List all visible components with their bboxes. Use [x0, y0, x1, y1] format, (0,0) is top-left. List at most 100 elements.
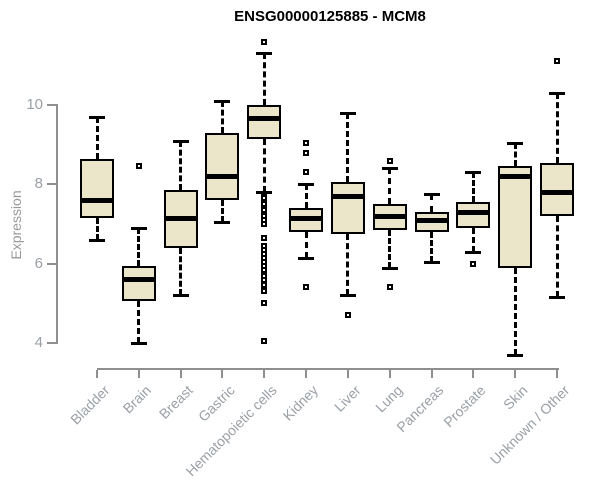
x-axis-tick: [346, 370, 349, 378]
whisker-upper: [555, 93, 559, 163]
median-line: [121, 277, 156, 283]
x-tick-label: Prostate: [440, 382, 489, 431]
whisker-cap-lower: [507, 353, 524, 357]
whisker-cap-upper: [214, 100, 231, 104]
median-line: [205, 173, 240, 179]
outlier-point: [303, 284, 310, 291]
iqr-box: [540, 162, 574, 217]
whisker-upper: [95, 116, 99, 159]
whisker-lower: [262, 138, 266, 193]
whisker-cap-upper: [130, 226, 147, 230]
y-axis-tick: [47, 183, 57, 186]
y-tick-label: 6: [34, 254, 43, 272]
iqr-box: [205, 132, 240, 201]
median-line: [498, 173, 533, 179]
x-axis-tick: [179, 370, 182, 378]
whisker-lower: [471, 227, 475, 252]
y-axis-tick: [47, 342, 57, 344]
whisker-cap-upper: [172, 139, 189, 143]
outlier-point: [261, 38, 268, 45]
whisker-lower: [388, 229, 392, 268]
median-line: [414, 217, 449, 223]
x-axis-tick: [137, 370, 140, 378]
whisker-lower: [137, 301, 141, 343]
whisker-cap-lower: [549, 296, 565, 300]
whisker-cap-upper: [298, 183, 315, 187]
whisker-upper: [388, 168, 392, 205]
whisker-cap-upper: [507, 141, 524, 145]
median-line: [247, 116, 282, 122]
outlier-point: [303, 169, 310, 176]
iqr-box: [498, 166, 533, 268]
x-tick-label: Skin: [499, 382, 531, 413]
y-tick-label: 10: [26, 96, 43, 113]
median-line: [540, 189, 574, 195]
whisker-cap-lower: [465, 250, 482, 254]
whisker-cap-lower: [130, 342, 147, 345]
whisker-upper: [137, 227, 141, 266]
whisker-cap-lower: [339, 294, 356, 298]
outlier-point: [261, 234, 268, 241]
whisker-lower: [95, 218, 99, 240]
x-tick-label: Lung: [371, 382, 406, 416]
outlier-point: [135, 163, 142, 170]
outlier-point: [261, 338, 268, 345]
whisker-lower: [346, 233, 350, 296]
x-tick-label: Bladder: [66, 382, 113, 428]
whisker-cap-upper: [339, 111, 356, 115]
outlier-point: [386, 284, 393, 291]
y-tick-label: 8: [34, 175, 43, 193]
x-tick-label: Brain: [119, 382, 155, 417]
x-axis-tick: [263, 370, 266, 378]
y-axis-tick: [47, 104, 57, 106]
whisker-cap-upper: [465, 171, 482, 175]
whisker-cap-upper: [549, 92, 565, 96]
outlier-point: [554, 58, 560, 65]
median-line: [289, 215, 324, 221]
whisker-upper: [179, 140, 183, 191]
outlier-point: [261, 266, 268, 273]
x-axis-tick: [96, 370, 98, 378]
outlier-point: [303, 139, 310, 146]
median-line: [372, 213, 407, 219]
whisker-upper: [346, 112, 350, 183]
outlier-point: [261, 276, 268, 283]
outlier-point: [303, 149, 310, 156]
median-line: [330, 193, 365, 199]
median-line: [80, 197, 114, 203]
whisker-lower: [555, 216, 559, 298]
whisker-cap-upper: [423, 193, 440, 197]
outlier-point: [344, 312, 351, 319]
iqr-box: [80, 158, 114, 219]
whisker-cap-lower: [381, 266, 398, 270]
x-axis-tick: [472, 370, 475, 378]
whisker-upper: [513, 142, 517, 167]
x-tick-label: Liver: [330, 382, 364, 415]
whisker-cap-upper: [89, 115, 105, 119]
outlier-point: [261, 221, 268, 227]
iqr-box: [330, 182, 365, 234]
outlier-point: [470, 260, 477, 267]
whisker-cap-lower: [214, 221, 231, 225]
x-axis-tick: [514, 370, 517, 378]
whisker-lower: [220, 200, 224, 222]
iqr-box: [247, 105, 282, 139]
y-axis-tick: [47, 262, 57, 265]
chart-title: ENSG00000125885 - MCM8: [234, 8, 426, 25]
x-tick-label: Kidney: [279, 382, 322, 424]
x-tick-label: Breast: [156, 382, 196, 422]
x-axis-line: [97, 368, 559, 370]
iqr-box: [121, 265, 156, 302]
outlier-point: [261, 288, 268, 295]
whisker-cap-lower: [172, 294, 189, 298]
x-axis-tick: [388, 370, 391, 378]
whisker-upper: [304, 184, 308, 209]
whisker-cap-lower: [298, 256, 315, 260]
x-axis-tick: [305, 370, 308, 378]
whisker-upper: [430, 194, 434, 213]
median-line: [163, 215, 198, 221]
iqr-box: [456, 202, 491, 228]
outlier-point: [386, 157, 393, 164]
